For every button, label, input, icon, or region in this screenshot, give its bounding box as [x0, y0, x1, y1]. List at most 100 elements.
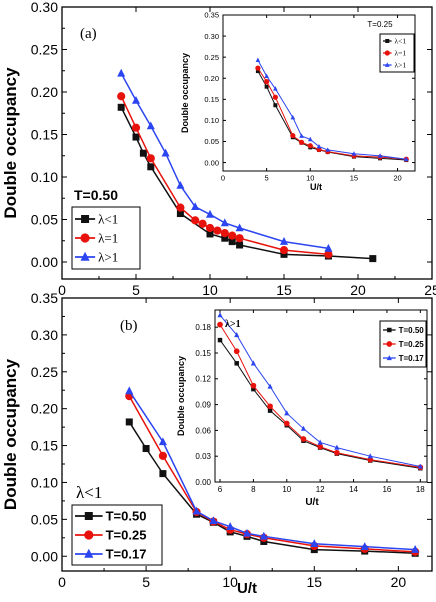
data-point [191, 216, 200, 225]
x-tick-label: 10 [202, 282, 218, 298]
data-point [236, 241, 244, 249]
y-tick-label: 0.15 [31, 438, 58, 454]
panel-label: (a) [80, 26, 97, 42]
legend-marker [385, 39, 390, 43]
x-axis-label: U/t [305, 497, 319, 508]
data-point [324, 243, 333, 252]
data-point [158, 451, 168, 460]
data-point [279, 237, 289, 245]
data-point [283, 420, 290, 427]
y-tick-label: 0.12 [195, 375, 211, 384]
x-tick-label: 18 [416, 485, 425, 494]
y-tick-label: 0.35 [204, 11, 219, 20]
legend-marker [81, 215, 90, 223]
data-point [264, 84, 269, 89]
y-tick-label: 0.25 [204, 53, 219, 62]
data-point [324, 250, 333, 259]
data-point [369, 255, 377, 263]
panel-label: (b) [120, 318, 138, 334]
data-point [233, 348, 240, 355]
series-2 [125, 386, 420, 553]
data-point [142, 445, 150, 453]
data-point [417, 463, 423, 469]
data-point [298, 139, 305, 145]
data-point [316, 143, 322, 149]
data-point [132, 133, 140, 141]
data-point [300, 425, 307, 431]
legend-label: T=0.50 [106, 509, 147, 524]
data-point [220, 229, 229, 238]
data-point [221, 234, 229, 242]
data-point [299, 133, 304, 138]
y-tick-label: 0.30 [31, 0, 58, 15]
data-point [205, 223, 215, 233]
inset-frame [222, 14, 416, 172]
x-tick-label: 0 [221, 174, 225, 183]
data-point [259, 531, 268, 540]
data-point [273, 103, 278, 108]
y-tick-label: 0.15 [195, 349, 211, 358]
data-point [139, 149, 147, 157]
data-point [176, 210, 184, 218]
x-tick-label: 25 [424, 282, 436, 298]
inset-ticks: 6 8 10 12 14 16 18 0.00 0.03 0.06 0.09 0.12 0.15 0.18 [195, 310, 427, 494]
legend-marker [84, 512, 93, 520]
data-point [159, 470, 167, 478]
panel-a-inset: 0 5 10 15 20 0.00 0.05 0.10 0.15 0.20 0.25 0.30 0.35… [180, 11, 416, 192]
data-point [234, 332, 240, 338]
series-line [128, 395, 416, 553]
legend-label: T=0.17 [399, 354, 425, 363]
x-tick-label: 8 [251, 485, 256, 494]
data-point [279, 246, 289, 255]
plot-frame [61, 297, 433, 572]
x-axis-label: U/t [237, 580, 257, 597]
data-point [226, 522, 235, 531]
data-point [131, 95, 141, 104]
data-point [161, 148, 170, 157]
y-axis-label: Double occupancy [180, 53, 190, 133]
x-tick-label: 6 [218, 485, 223, 494]
data-point [235, 234, 244, 243]
legend-label: T=0.17 [106, 547, 147, 562]
data-point [264, 73, 269, 79]
y-axis-label: Double occupancy [1, 358, 20, 510]
x-tick-label: 5 [132, 282, 140, 298]
data-point [264, 79, 270, 85]
x-tick-label: 10 [282, 485, 291, 494]
y-tick-label: 0.05 [204, 137, 219, 146]
data-point [146, 121, 155, 130]
data-point [176, 180, 185, 189]
data-point [317, 439, 323, 445]
data-point [158, 437, 167, 446]
data-point [251, 386, 256, 392]
annotation: λ>1 [225, 319, 241, 330]
legend-marker [80, 233, 90, 243]
data-point [360, 542, 369, 550]
x-tick-label: 15 [276, 282, 292, 298]
legend-marker [84, 530, 94, 540]
y-axis-label: Double occupancy [176, 356, 186, 436]
legend-label: λ<1 [98, 212, 118, 227]
data-point [403, 156, 409, 162]
legend: T=0.50 T=0.25 T=0.17 [71, 504, 163, 566]
data-point [267, 403, 273, 410]
panel-a: 0 5 10 15 20 25 0.00 0.05 0.10 0.15 0.20 0.25 0.30 Do… [1, 0, 436, 298]
data-point [317, 443, 324, 450]
series-inset-2 [255, 57, 409, 162]
annotation: T=0.25 [367, 20, 393, 29]
series-line [219, 324, 421, 468]
data-point [209, 516, 218, 525]
data-point [228, 231, 237, 240]
data-point [117, 92, 126, 101]
y-tick-label: 0.25 [31, 42, 58, 58]
x-tick-label: 10 [306, 174, 314, 183]
legend-marker [387, 327, 392, 333]
x-tick-label: 5 [265, 174, 269, 183]
data-point [147, 163, 155, 171]
y-tick-label: 0.20 [31, 84, 58, 100]
data-point [267, 408, 273, 413]
data-point [191, 202, 200, 211]
x-tick-label: 12 [316, 485, 325, 494]
x-tick-label: 15 [306, 574, 322, 590]
